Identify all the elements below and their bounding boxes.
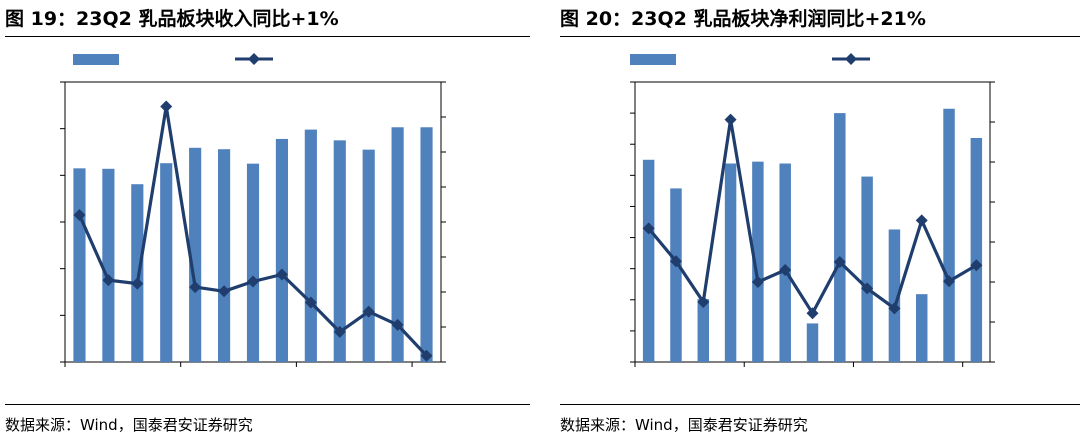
bar [333, 140, 346, 362]
line-point-marker [970, 259, 983, 272]
bar [779, 163, 791, 362]
legend-bar-swatch [73, 54, 119, 65]
line-point-marker [833, 256, 846, 268]
source-divider [5, 404, 530, 405]
bar [275, 138, 288, 362]
line-point-marker [131, 277, 144, 290]
line-point-marker [362, 305, 375, 318]
bar [102, 168, 115, 362]
line-point-marker [102, 274, 115, 287]
line-point-marker [160, 100, 173, 113]
bar [724, 163, 737, 362]
legend-line-marker [248, 53, 260, 65]
bar [834, 113, 846, 362]
bar [943, 108, 955, 362]
line-point-marker [943, 275, 956, 288]
line-point-marker [391, 318, 404, 331]
bar [888, 229, 901, 362]
bar [391, 127, 404, 363]
bar [642, 159, 655, 362]
chart-source: 数据来源：Wind，国泰君安证券研究 [5, 416, 253, 434]
legend-line-marker [845, 53, 857, 65]
bar [189, 147, 202, 362]
line-point-marker [779, 264, 792, 276]
chart-panel-revenue: 图 19：23Q2 乳品板块收入同比+1% 数据来源：Wind，国泰君安证券研究 [5, 0, 530, 444]
line-point-marker [189, 281, 202, 294]
bar [304, 129, 317, 362]
revenue-chart [60, 53, 446, 367]
bar [73, 168, 86, 362]
bar [915, 294, 928, 362]
line-point-marker [218, 285, 231, 298]
bar [697, 299, 710, 362]
bar [670, 188, 682, 362]
line-point-marker [304, 296, 317, 309]
chart-title: 图 20：23Q2 乳品板块净利润同比+21% [560, 8, 926, 30]
bar [806, 323, 819, 362]
bar [362, 149, 375, 362]
line-point-marker [642, 222, 655, 235]
line-point-marker [420, 349, 433, 362]
line-point-marker [697, 296, 710, 308]
bar [131, 184, 144, 362]
plot-area-frame [634, 81, 991, 363]
line-point-marker [669, 255, 682, 268]
line-point-marker [888, 302, 901, 315]
line-point-marker [806, 307, 819, 320]
title-divider [5, 36, 530, 37]
line-point-marker [915, 214, 928, 227]
line-series-path [647, 117, 978, 315]
line-point-marker [751, 276, 764, 288]
chart-source: 数据来源：Wind，国泰君安证券研究 [560, 416, 808, 434]
profit-chart [630, 53, 995, 367]
bar [218, 149, 231, 362]
legend-bar-swatch [630, 54, 676, 65]
source-divider [560, 404, 1080, 405]
line-point-marker [275, 268, 288, 281]
bar [861, 176, 873, 362]
bar [420, 127, 433, 363]
title-divider [560, 36, 1080, 37]
bar [752, 161, 764, 362]
line-point-marker [247, 275, 259, 288]
chart-title: 图 19：23Q2 乳品板块收入同比+1% [5, 8, 339, 30]
bar [246, 163, 260, 362]
line-point-marker [861, 282, 874, 295]
bar [160, 163, 173, 362]
chart-panel-profit: 图 20：23Q2 乳品板块净利润同比+21% 数据来源：Wind，国泰君安证券… [560, 0, 1080, 444]
line-point-marker [724, 113, 737, 126]
line-point-marker [73, 209, 86, 221]
bar [970, 138, 983, 362]
line-point-marker [333, 325, 346, 338]
